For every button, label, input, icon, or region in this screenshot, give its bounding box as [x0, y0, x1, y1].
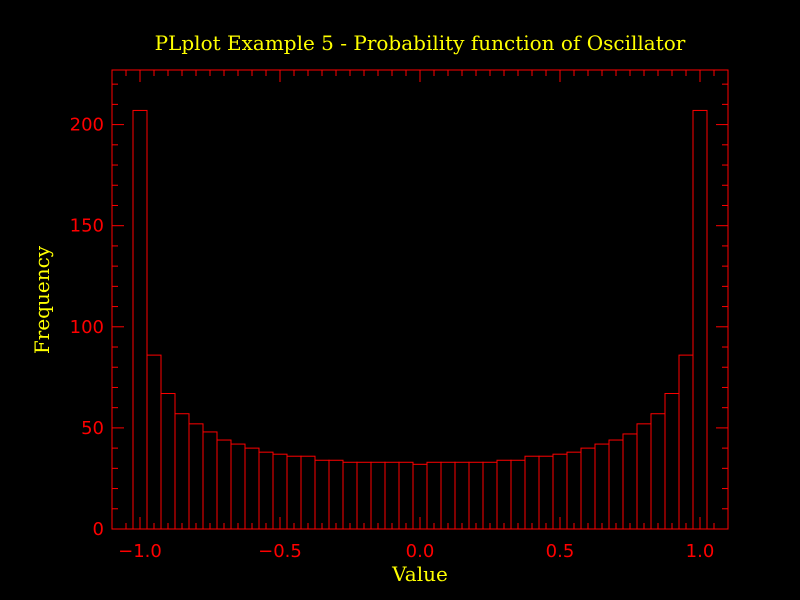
bars-group — [132, 109, 708, 530]
x-axis-ticks: −1.0 −0.5 0.0 0.5 1.0 — [111, 70, 729, 562]
y-tick-label: 0 — [93, 519, 104, 540]
y-tick-label: 100 — [70, 317, 104, 338]
y-tick-label: 150 — [70, 216, 104, 237]
x-tick-label: −1.0 — [118, 541, 162, 562]
y-tick-label: 200 — [70, 115, 104, 136]
histogram-bar — [692, 109, 708, 530]
histogram-bar — [482, 461, 498, 530]
y-axis-label: Frequency — [30, 245, 54, 354]
histogram-bar — [468, 461, 484, 530]
chart-title: PLplot Example 5 - Probability function … — [155, 31, 686, 55]
x-tick-label: 0.0 — [406, 541, 435, 562]
histogram-bar — [524, 455, 540, 530]
histogram-bar — [328, 459, 344, 530]
histogram-bar — [426, 461, 442, 530]
histogram-bar — [636, 423, 652, 530]
histogram-bar — [300, 455, 316, 530]
histogram-bar — [244, 447, 260, 530]
y-axis-ticks: 0 50 100 150 200 — [70, 83, 728, 540]
histogram-bar — [188, 423, 204, 530]
histogram-bar — [580, 447, 596, 530]
histogram-bar — [146, 354, 162, 530]
histogram-bar — [202, 431, 218, 530]
histogram-bar — [622, 433, 638, 530]
histogram-bar — [664, 393, 680, 530]
histogram-bar — [230, 443, 246, 530]
histogram-bar — [594, 443, 610, 530]
histogram-bar — [342, 461, 358, 530]
histogram-bar — [314, 459, 330, 530]
histogram-bar — [174, 413, 190, 530]
histogram-bar — [160, 393, 176, 530]
histogram-bar — [286, 455, 302, 530]
plot-frame — [111, 69, 729, 530]
y-tick-label: 50 — [81, 418, 104, 439]
histogram-bar — [510, 459, 526, 530]
x-axis-label: Value — [391, 562, 448, 586]
x-tick-label: 0.5 — [546, 541, 575, 562]
histogram-bar — [454, 461, 470, 530]
histogram-bar — [384, 461, 400, 530]
histogram-bar — [496, 459, 512, 530]
histogram-bar — [440, 461, 456, 530]
histogram-bar — [258, 451, 274, 530]
histogram-bar — [132, 109, 148, 530]
x-tick-label: −0.5 — [258, 541, 302, 562]
histogram-bar — [370, 461, 386, 530]
histogram-bar — [398, 461, 414, 530]
histogram-bar — [356, 461, 372, 530]
histogram-bar — [566, 451, 582, 530]
histogram-bar — [608, 439, 624, 530]
histogram-bar — [216, 439, 232, 530]
histogram-bar — [650, 413, 666, 530]
histogram-bar — [538, 455, 554, 530]
x-tick-label: 1.0 — [686, 541, 715, 562]
histogram-bar — [678, 354, 694, 530]
